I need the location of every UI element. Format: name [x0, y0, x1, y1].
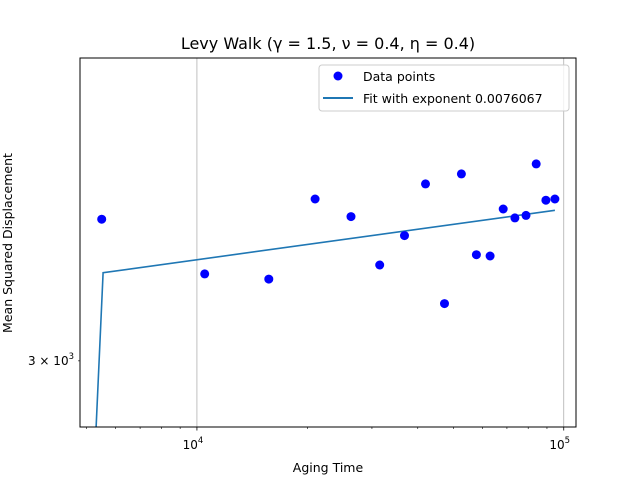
x-axis-ticks: 104 105 — [86, 427, 570, 452]
x-tick-label: 105 — [549, 436, 570, 452]
data-point — [375, 260, 385, 270]
grid-lines — [196, 58, 565, 427]
legend: Data points Fit with exponent 0.0076067 — [318, 64, 570, 112]
data-point — [498, 204, 508, 214]
legend-label-fit: Fit with exponent 0.0076067 — [363, 91, 543, 106]
data-point — [440, 299, 449, 309]
fit-series — [95, 209, 556, 427]
data-point — [421, 179, 430, 189]
x-axis-label: Aging Time — [293, 460, 364, 475]
data-point — [541, 195, 551, 205]
data-point — [521, 210, 531, 220]
data-point — [485, 251, 495, 261]
data-point — [97, 214, 107, 224]
x-tick-exponent: 4 — [198, 436, 203, 446]
data-point — [456, 169, 466, 179]
y-tick-exponent: 3 — [69, 352, 74, 362]
legend-marker-data-points — [333, 71, 343, 81]
data-point — [471, 250, 481, 260]
y-axis-label: Mean Squared Displacement — [0, 153, 15, 333]
data-point — [346, 212, 356, 222]
legend-box — [318, 64, 570, 112]
x-tick-label: 104 — [183, 436, 204, 452]
plot-frame — [79, 57, 577, 428]
legend-label-data-points: Data points — [363, 69, 435, 84]
data-point — [310, 194, 320, 204]
y-tick-label: 3 × 103 — [28, 352, 74, 368]
fit-line — [95, 209, 556, 427]
data-point — [550, 194, 560, 204]
data-point — [264, 274, 274, 284]
data-point — [200, 269, 210, 279]
data-point — [400, 231, 409, 241]
y-axis-ticks: 3 × 103 — [28, 352, 80, 368]
data-point — [531, 159, 541, 169]
data-point — [510, 213, 520, 223]
x-tick-exponent: 5 — [565, 436, 570, 446]
chart-title: Levy Walk (γ = 1.5, ν = 0.4, η = 0.4) — [181, 34, 475, 53]
data-points-series — [97, 159, 560, 309]
